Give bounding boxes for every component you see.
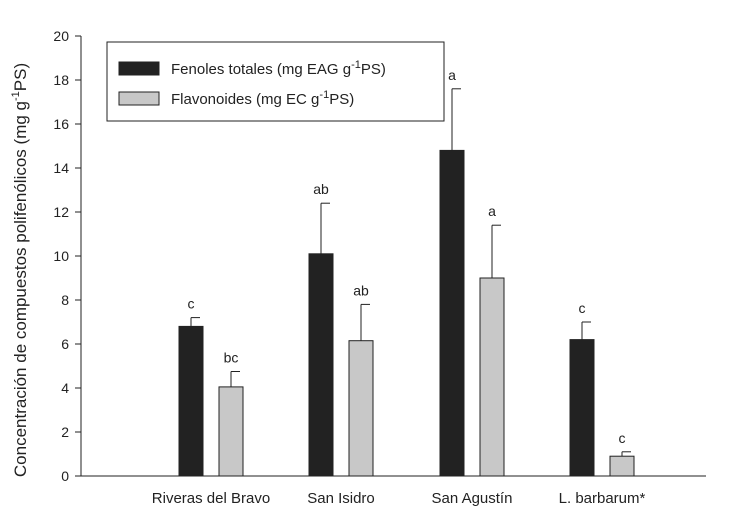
legend-label-fenoles: Fenoles totales (mg EAG g-1PS) xyxy=(171,59,386,78)
category-label: San Isidro xyxy=(307,490,375,507)
legend-box xyxy=(106,41,445,122)
significance-label: c xyxy=(619,430,626,446)
y-tick-label: 4 xyxy=(61,380,69,396)
bar-flavonoides xyxy=(218,386,244,477)
significance-label: a xyxy=(488,203,496,219)
bar-flavonoides xyxy=(479,277,505,477)
y-axis-title: Concentración de compuestos polifenólico… xyxy=(10,63,30,477)
category-label: L. barbarum* xyxy=(559,490,646,507)
significance-label: ab xyxy=(313,181,329,197)
y-tick-label: 0 xyxy=(61,468,69,484)
y-tick-label: 10 xyxy=(53,248,69,264)
y-tick-label: 6 xyxy=(61,336,69,352)
y-tick-label: 18 xyxy=(53,72,69,88)
bar-fenoles xyxy=(439,149,465,477)
bar-fenoles xyxy=(178,325,204,477)
legend-swatch-fenoles xyxy=(118,61,160,76)
y-tick-label: 2 xyxy=(61,424,69,440)
category-label: Riveras del Bravo xyxy=(152,490,270,507)
bar-fenoles xyxy=(308,253,334,477)
y-tick-label: 8 xyxy=(61,292,69,308)
y-tick-label: 16 xyxy=(53,116,69,132)
legend-label-flavonoides: Flavonoides (mg EC g-1PS) xyxy=(171,89,354,108)
bar-fenoles xyxy=(569,339,595,477)
y-tick-label: 20 xyxy=(53,28,69,44)
significance-label: c xyxy=(579,300,586,316)
bar-flavonoides xyxy=(609,455,635,477)
category-label: San Agustín xyxy=(432,490,513,507)
significance-label: c xyxy=(188,296,195,312)
significance-label: bc xyxy=(224,350,239,366)
legend: Fenoles totales (mg EAG g-1PS) Flavonoid… xyxy=(106,41,445,122)
y-tick-label: 14 xyxy=(53,160,69,176)
significance-label: a xyxy=(448,67,456,83)
y-tick-label: 12 xyxy=(53,204,69,220)
significance-label: ab xyxy=(353,282,369,298)
bar-flavonoides xyxy=(348,340,374,477)
legend-swatch-flavonoides xyxy=(118,91,160,106)
